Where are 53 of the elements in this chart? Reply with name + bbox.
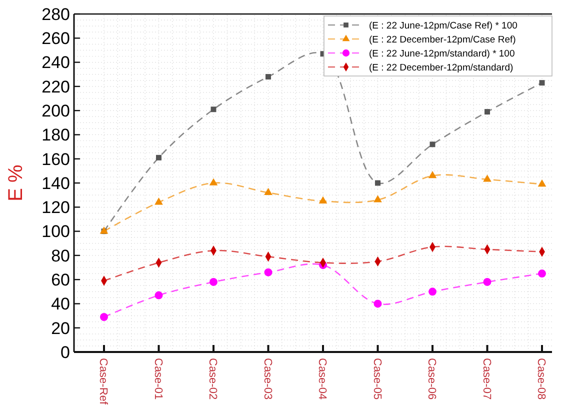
point — [210, 106, 216, 112]
point — [483, 174, 492, 182]
point — [428, 288, 436, 296]
x-tick-label: Case-08 — [535, 358, 547, 400]
x-tick-label: Case-Ref — [97, 358, 109, 406]
y-tick-label: 240 — [42, 53, 70, 72]
y-tick-label: 260 — [42, 29, 70, 48]
y-tick-label: 40 — [51, 294, 70, 314]
x-tick-label: Case-05 — [370, 358, 383, 400]
point — [266, 74, 271, 80]
point — [264, 188, 272, 196]
x-tick-label: Case-04 — [316, 358, 328, 400]
x-tick-label: Case-06 — [426, 358, 438, 400]
legend-label: (E : 22 June-12pm/Case Ref) * 100 — [369, 20, 518, 32]
point — [483, 278, 492, 286]
legend-label: (E : 22 June-12pm/standard) * 100 — [369, 48, 515, 60]
y-tick-label: 120 — [42, 198, 70, 218]
y-tick-label: 180 — [42, 126, 70, 145]
legend-label: (E : 22 December-12pm/Case Ref) — [369, 34, 516, 46]
point — [318, 196, 328, 204]
y-tick-label: 0 — [60, 342, 70, 362]
y-tick-label: 220 — [42, 77, 70, 96]
point — [374, 195, 382, 202]
point — [100, 226, 108, 234]
point — [484, 109, 490, 115]
y-tick-label: 140 — [42, 174, 70, 193]
x-tick-label: Case-07 — [480, 358, 492, 400]
point — [210, 278, 218, 286]
point — [428, 170, 437, 178]
y-tick-label: 60 — [51, 270, 70, 290]
point — [156, 154, 162, 160]
y-axis-title: E % — [5, 164, 27, 202]
point — [430, 142, 436, 148]
y-tick-label: 280 — [42, 4, 70, 24]
legend-label: (E : 22 December-12pm/standard) — [369, 62, 514, 74]
y-tick-label: 20 — [51, 318, 70, 338]
point — [375, 180, 380, 186]
point — [374, 300, 382, 308]
x-tick-label: Case-03 — [261, 358, 274, 400]
x-tick-label: Case-01 — [152, 358, 164, 400]
point — [209, 178, 218, 186]
point — [539, 80, 545, 86]
point — [154, 291, 163, 300]
point — [100, 313, 108, 321]
point — [264, 268, 272, 276]
point — [538, 270, 546, 278]
y-tick-label: 160 — [42, 150, 70, 169]
y-tick-label: 80 — [51, 246, 70, 266]
x-tick-label: Case-02 — [206, 358, 218, 400]
point — [538, 179, 546, 187]
point — [154, 198, 163, 205]
y-tick-label: 100 — [42, 222, 70, 242]
y-tick-label: 200 — [42, 102, 70, 121]
